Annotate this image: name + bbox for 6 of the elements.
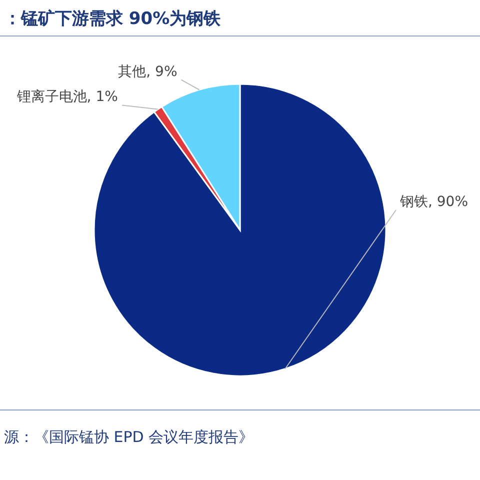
chart-title: ：锰矿下游需求 90%为钢铁 [4,9,222,29]
slice-label: 钢铁, 90% [399,194,468,210]
slice-label: 其他, 9% [118,64,178,80]
slice-label: 锂离子电池, 1% [16,89,118,106]
text: 源：《国际锰协 EPD 会议年度报告》 [4,428,254,446]
pie-slice [93,83,387,377]
